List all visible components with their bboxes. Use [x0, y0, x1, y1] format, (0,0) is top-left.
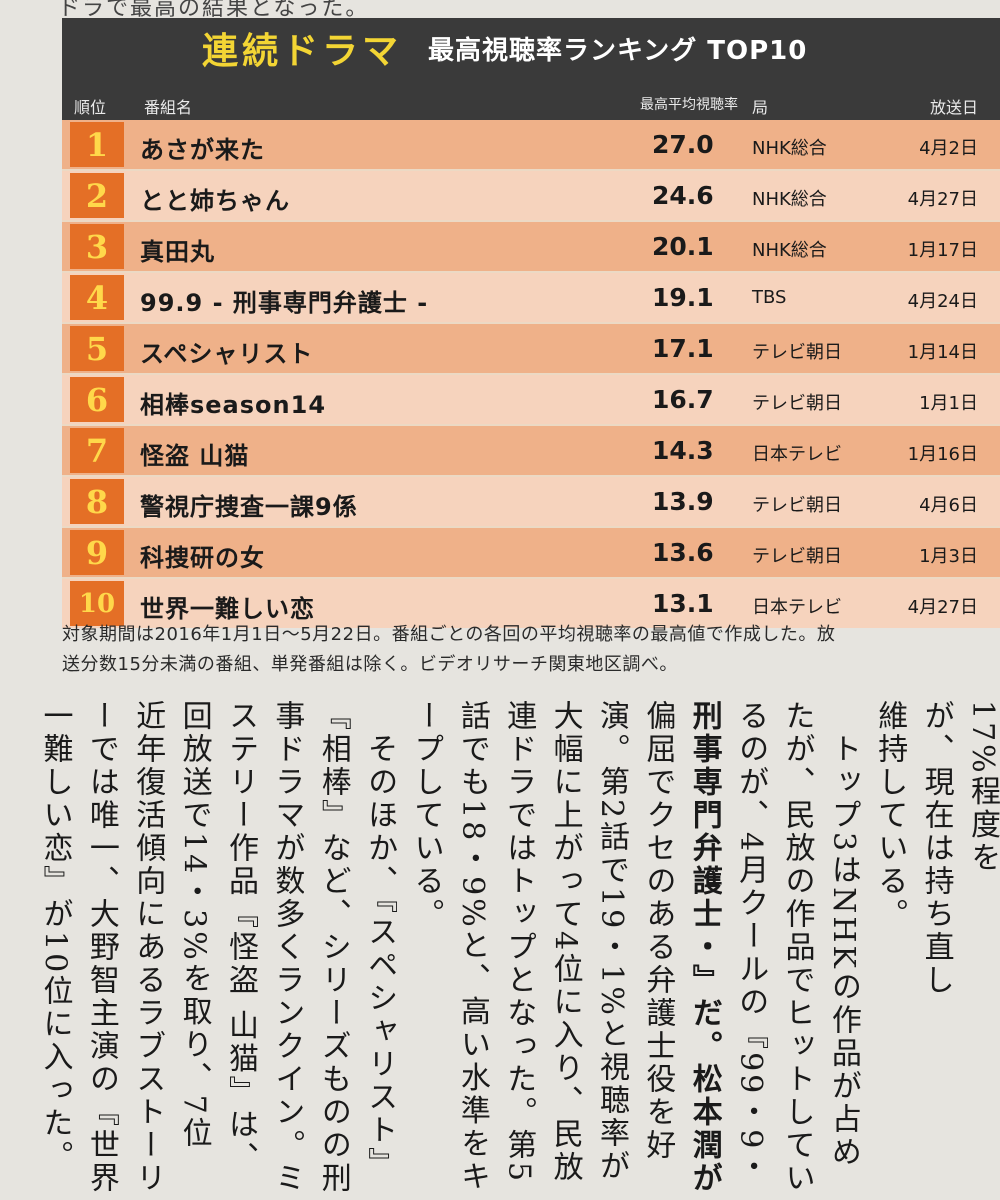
program-name: スペシャリスト [140, 340, 314, 368]
station-name: テレビ朝日 [752, 495, 842, 516]
program-name: とと姉ちゃん [140, 187, 290, 215]
program-name: 世界一難しい恋 [140, 595, 315, 623]
rank-badge: 4 [70, 275, 124, 320]
air-date: 4月27日 [907, 597, 978, 618]
table-row: 8 警視庁捜査一課9係 13.9 テレビ朝日 4月6日 [62, 477, 1000, 526]
header-program: 番組名 [144, 98, 193, 117]
table-header-row: 順位 番組名 最高平均視聴率 局 放送日 [62, 78, 1000, 120]
article-body: 17%程度を が、現在は持ち直し 維持している。 トップ3はNHKの作品が占め … [40, 700, 1000, 1200]
air-date: 1月14日 [907, 342, 978, 363]
air-date: 1月16日 [907, 444, 978, 465]
article-column: そのほか、『スペシャリスト』や [364, 733, 398, 1180]
article-column: が、現在は持ち直し [921, 700, 954, 997]
table-row: 1 あさが来た 27.0 NHK総合 4月2日 [62, 120, 1000, 169]
article-column: 大幅に上がって4位に入り、民放 [550, 700, 583, 1185]
article-column: トップ3はNHKの作品が占め [828, 700, 861, 1169]
header-date: 放送日 [929, 98, 978, 117]
table-row: 2 とと姉ちゃん 24.6 NHK総合 4月27日 [62, 171, 1000, 220]
article-column: るのが、4月クールの『99・9・ [735, 700, 769, 1185]
article-column: 近年復活傾向にあるラブストーリ [132, 700, 166, 1195]
program-name: 科捜研の女 [140, 544, 265, 572]
article-column: 刑事専門弁護士・』だ。松本潤が [689, 700, 722, 1195]
table-row: 4 99.9 - 刑事専門弁護士 - 19.1 TBS 4月24日 [62, 273, 1000, 322]
rating-value: 13.9 [652, 487, 714, 516]
station-name: テレビ朝日 [752, 546, 842, 567]
rating-value: 14.3 [652, 436, 714, 465]
air-date: 1月17日 [907, 240, 978, 261]
rating-value: 20.1 [652, 232, 714, 261]
article-column: 偏屈でクセのある弁護士役を好 [643, 700, 676, 1162]
rating-value: 17.1 [652, 334, 714, 363]
air-date: 1月1日 [919, 393, 978, 414]
station-name: TBS [752, 287, 787, 308]
header-rank: 順位 [74, 98, 107, 117]
rank-badge: 1 [70, 122, 124, 167]
station-name: 日本テレビ [752, 597, 842, 618]
station-name: テレビ朝日 [752, 393, 842, 414]
table-footnote: 対象期間は2016年1月1日〜5月22日。番組ごとの各回の平均視聴率の最高値で作… [62, 620, 1000, 680]
station-name: NHK総合 [752, 240, 827, 261]
rating-value: 16.7 [652, 385, 714, 414]
rank-badge: 10 [70, 581, 124, 626]
table-row: 5 スペシャリスト 17.1 テレビ朝日 1月14日 [62, 324, 1000, 373]
article-column: 話でも18・9%と、高い水準をキ [457, 700, 490, 1194]
rating-value: 13.6 [652, 538, 714, 567]
rating-value: 13.1 [652, 589, 714, 618]
article-column: 回放送で14・3%を取り、7位に。 [179, 700, 212, 1150]
program-name: 怪盗 山猫 [140, 442, 250, 470]
program-name: 警視庁捜査一課9係 [140, 493, 358, 521]
rank-badge: 5 [70, 326, 124, 371]
rank-badge: 2 [70, 173, 124, 218]
ranking-table: 連続ドラマ 最高視聴率ランキング TOP10 順位 番組名 最高平均視聴率 局 … [62, 18, 1000, 628]
rank-badge: 6 [70, 377, 124, 422]
article-column: 事ドラマが数多くランクイン。ミ [272, 700, 305, 1195]
table-subtitle: 最高視聴率ランキング TOP10 [428, 35, 808, 66]
header-rating: 最高平均視聴率 [640, 97, 738, 113]
program-name: あさが来た [140, 136, 265, 164]
table-title: 連続ドラマ [202, 31, 403, 72]
rank-badge: 7 [70, 428, 124, 473]
article-column: ーでは唯一、大野智主演の『世界 [86, 700, 119, 1195]
table-row: 9 科捜研の女 13.6 テレビ朝日 1月3日 [62, 528, 1000, 577]
table-row: 3 真田丸 20.1 NHK総合 1月17日 [62, 222, 1000, 271]
article-column: 維持している。 [874, 700, 908, 931]
article-column: 一難しい恋』が10位に入った。 [40, 700, 73, 1174]
station-name: 日本テレビ [752, 444, 842, 465]
article-column: 連ドラではトップとなった。第5 [503, 700, 537, 1185]
station-name: NHK総合 [752, 189, 827, 210]
table-body: 1 あさが来た 27.0 NHK総合 4月2日 2 とと姉ちゃん 24.6 NH… [62, 120, 1000, 630]
article-column: たが、民放の作品でヒットしてい [782, 700, 815, 1195]
air-date: 4月2日 [919, 138, 978, 159]
table-row: 6 相棒season14 16.7 テレビ朝日 1月1日 [62, 375, 1000, 424]
table-row: 7 怪盗 山猫 14.3 日本テレビ 1月16日 [62, 426, 1000, 475]
footnote-line: 送分数15分未満の番組、単発番組は除く。ビデオリサーチ関東地区調べ。 [62, 654, 678, 675]
air-date: 4月6日 [919, 495, 978, 516]
air-date: 4月24日 [907, 291, 978, 312]
article-column: 『相棒』など、シリーズものの刑 [318, 700, 351, 1195]
program-name: 真田丸 [140, 238, 215, 266]
article-column: ープしている。 [411, 700, 444, 931]
rating-value: 19.1 [652, 283, 714, 312]
rating-value: 24.6 [652, 181, 714, 210]
header-station: 局 [752, 98, 769, 117]
rank-badge: 8 [70, 479, 124, 524]
air-date: 1月3日 [919, 546, 978, 567]
rank-badge: 9 [70, 530, 124, 575]
rating-value: 27.0 [652, 130, 714, 159]
rank-badge: 3 [70, 224, 124, 269]
footnote-line: 対象期間は2016年1月1日〜5月22日。番組ごとの各回の平均視聴率の最高値で作… [62, 624, 836, 645]
table-row: 10 世界一難しい恋 13.1 日本テレビ 4月27日 [62, 579, 1000, 628]
air-date: 4月27日 [907, 189, 978, 210]
article-column: 17%程度を [967, 700, 1000, 875]
station-name: テレビ朝日 [752, 342, 842, 363]
article-column: 演。第2話で19・1%と視聴率が [596, 700, 629, 1183]
article-column: ステリー作品『怪盗 山猫』は、初 [225, 700, 258, 1175]
program-name: 相棒season14 [140, 391, 327, 419]
previous-text-line: ドラで最高の結果となった。 [58, 0, 370, 21]
station-name: NHK総合 [752, 138, 827, 159]
table-title-bar: 連続ドラマ 最高視聴率ランキング TOP10 [62, 18, 1000, 78]
program-name: 99.9 - 刑事専門弁護士 - [140, 289, 429, 317]
